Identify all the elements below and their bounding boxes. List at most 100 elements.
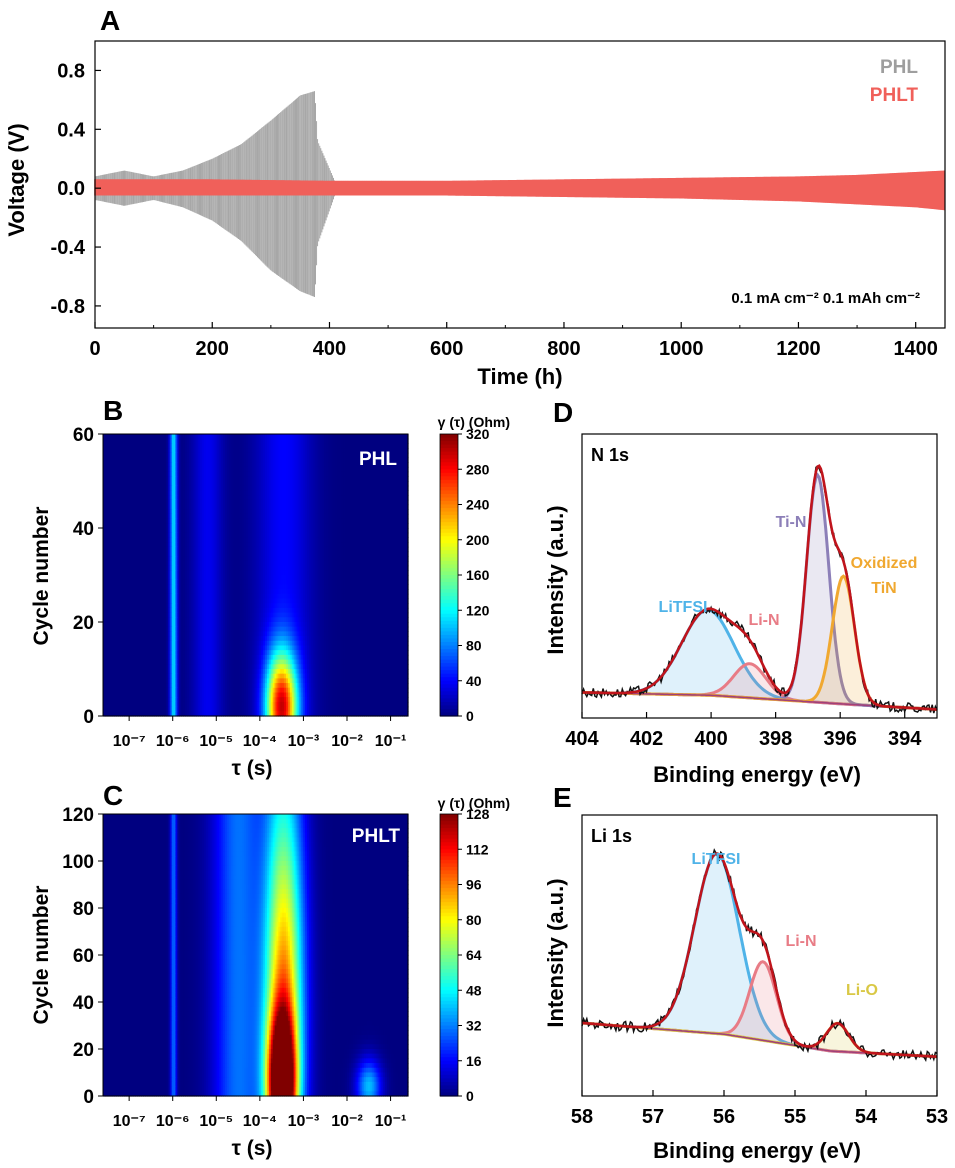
heatmap-cell <box>333 537 337 543</box>
heatmap-cell <box>162 466 165 473</box>
heatmap-cell <box>371 448 375 454</box>
heatmap-cell <box>171 509 175 515</box>
heatmap-cell <box>373 523 377 529</box>
heatmap-cell <box>274 471 278 477</box>
heatmap-cell <box>402 457 405 463</box>
heatmap-cell <box>245 438 249 444</box>
heatmap-cell <box>350 462 354 468</box>
heatmap-cell <box>276 434 279 440</box>
heatmap-cell <box>129 495 133 501</box>
heatmap-cell <box>364 495 367 501</box>
heatmap-cell <box>381 528 384 534</box>
heatmap-cell <box>266 528 270 534</box>
heatmap-cell <box>333 518 337 524</box>
heatmap-cell <box>312 537 316 543</box>
heatmap-cell <box>118 471 121 477</box>
heatmap-cell <box>171 452 175 459</box>
heatmap-cell <box>295 513 299 520</box>
heatmap-cell <box>373 457 377 463</box>
heatmap-cell <box>265 448 268 454</box>
heatmap-cell <box>291 513 295 520</box>
heatmap-cell <box>104 438 108 444</box>
heatmap-cell <box>135 466 138 473</box>
heatmap-cell <box>400 537 403 543</box>
heatmap-cell <box>303 490 306 496</box>
heatmap-cell <box>103 471 106 477</box>
heatmap-cell <box>326 532 329 538</box>
heatmap-cell <box>379 434 382 440</box>
heatmap-cell <box>253 490 257 496</box>
heatmap-cell <box>265 462 268 468</box>
heatmap-cell <box>165 466 169 473</box>
heatmap-cell <box>404 513 407 520</box>
heatmap-cell <box>343 537 346 543</box>
heatmap-cell <box>143 462 146 468</box>
heatmap-cell <box>278 466 281 473</box>
heatmap-cell <box>167 523 171 529</box>
heatmap-cell <box>135 452 138 459</box>
heatmap-cell <box>312 448 316 454</box>
heatmap-cell <box>251 490 255 496</box>
heatmap-cell <box>312 509 316 515</box>
heatmap-cell <box>120 523 123 529</box>
heatmap-cell <box>228 485 232 491</box>
heatmap-cell <box>143 448 146 454</box>
heatmap-cell <box>114 471 117 477</box>
heatmap-cell <box>327 518 331 524</box>
heatmap-cell <box>364 532 367 538</box>
heatmap-cell <box>207 457 211 463</box>
heatmap-cell <box>116 438 119 444</box>
heatmap-cell <box>127 434 131 440</box>
heatmap-cell <box>118 495 121 501</box>
heatmap-cell <box>106 481 110 487</box>
heatmap-cell <box>207 537 211 543</box>
heatmap-cell <box>249 542 253 548</box>
heatmap-cell <box>266 495 270 501</box>
heatmap-cell <box>240 448 243 454</box>
heatmap-cell <box>305 537 308 543</box>
heatmap-cell <box>158 476 161 482</box>
heatmap-cell <box>266 443 270 449</box>
heatmap-cell <box>244 523 247 529</box>
heatmap-cell <box>207 471 211 477</box>
heatmap-cell <box>139 438 142 444</box>
heatmap-cell <box>266 457 270 463</box>
heatmap-cell <box>221 438 224 444</box>
heatmap-cell <box>400 490 403 496</box>
heatmap-cell <box>387 438 390 444</box>
heatmap-cell <box>383 452 386 459</box>
heatmap-cell <box>394 523 398 529</box>
heatmap-cell <box>123 462 127 468</box>
heatmap-cell <box>398 537 401 543</box>
heatmap-cell <box>343 434 346 440</box>
heatmap-cell <box>190 457 194 463</box>
heatmap-cell <box>385 462 388 468</box>
heatmap-cell <box>165 537 169 543</box>
heatmap-cell <box>225 476 228 482</box>
heatmap-cell <box>103 438 106 444</box>
heatmap-cell <box>188 528 192 534</box>
heatmap-cell <box>404 542 407 548</box>
heatmap-cell <box>183 462 186 468</box>
heatmap-cell <box>272 485 276 491</box>
heatmap-cell <box>314 438 318 444</box>
heatmap-cell <box>287 490 291 496</box>
heatmap-cell <box>198 532 201 538</box>
heatmap-cell <box>280 504 283 510</box>
heatmap-cell <box>223 485 226 491</box>
heatmap-cell <box>347 513 350 520</box>
heatmap-cell <box>183 457 186 463</box>
heatmap-cell <box>377 438 381 444</box>
heatmap-cell <box>169 495 173 501</box>
heatmap-cell <box>331 504 335 510</box>
heatmap-cell <box>358 523 361 529</box>
heatmap-cell <box>394 499 398 506</box>
heatmap-cell <box>118 476 121 482</box>
heatmap-cell <box>278 532 281 538</box>
heatmap-cell <box>228 434 232 440</box>
heatmap-cell <box>367 532 371 538</box>
heatmap-cell <box>162 462 165 468</box>
heatmap-cell <box>305 495 308 501</box>
heatmap-cell <box>223 518 226 524</box>
heatmap-cell <box>202 542 205 548</box>
